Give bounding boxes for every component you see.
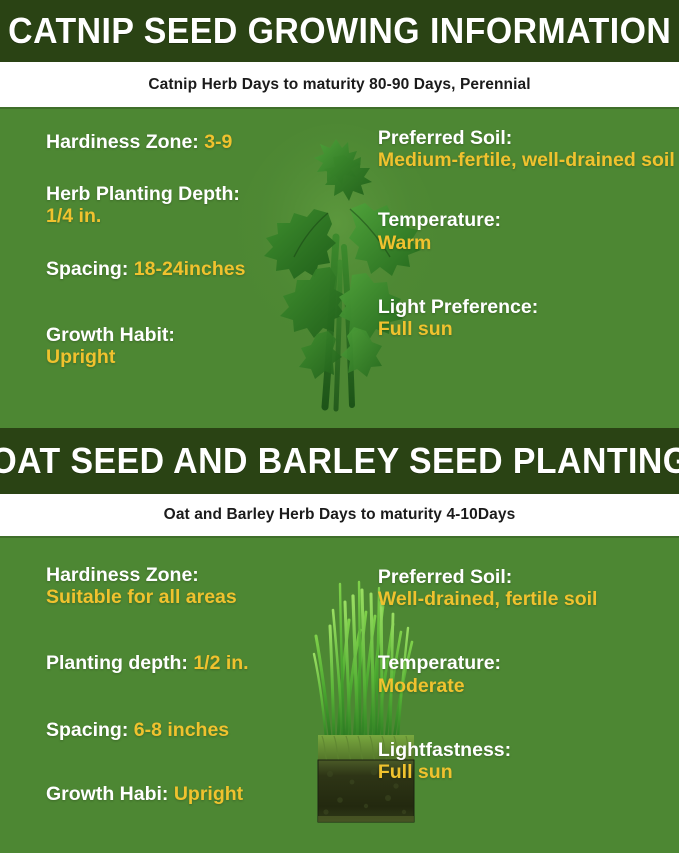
fact-columns-catnip: Hardiness Zone: 3-9 Herb Planting Depth:… bbox=[0, 109, 679, 428]
fact-label: Spacing: bbox=[46, 718, 129, 741]
fact-value: Moderate bbox=[377, 674, 465, 697]
fact-columns-oat-barley: Hardiness Zone: Suitable for all areas P… bbox=[0, 538, 679, 853]
fact-herb-planting-depth: Herb Planting Depth: 1/4 in. bbox=[46, 183, 360, 227]
divider-rule bbox=[0, 107, 679, 109]
fact-value: 6-8 inches bbox=[133, 718, 230, 741]
section-panel-catnip: Hardiness Zone: 3-9 Herb Planting Depth:… bbox=[0, 109, 679, 428]
fact-label: Preferred Soil: bbox=[377, 566, 513, 588]
fact-preferred-soil: Preferred Soil: Medium-fertile, well-dra… bbox=[378, 127, 679, 171]
fact-label: Lightfastness: bbox=[377, 738, 512, 761]
left-fact-column-oat-barley: Hardiness Zone: Suitable for all areas P… bbox=[0, 538, 360, 853]
section-panel-oat-barley: Hardiness Zone: Suitable for all areas P… bbox=[0, 538, 679, 853]
fact-hardiness-zone: Hardiness Zone: 3-9 bbox=[46, 131, 360, 153]
fact-value: Full sun bbox=[377, 318, 453, 341]
fact-value: Suitable for all areas bbox=[46, 586, 237, 609]
fact-temperature: Temperature: Warm bbox=[378, 209, 679, 253]
fact-planting-depth: Planting depth: 1/2 in. bbox=[46, 652, 360, 674]
fact-light-preference: Light Preference: Full sun bbox=[378, 296, 679, 340]
fact-label: Temperature: bbox=[377, 209, 502, 232]
fact-growth-habit: Growth Habit: Upright bbox=[46, 324, 360, 368]
fact-label: Hardiness Zone: bbox=[46, 564, 199, 586]
divider-rule bbox=[0, 536, 679, 538]
left-fact-column-catnip: Hardiness Zone: 3-9 Herb Planting Depth:… bbox=[0, 109, 360, 428]
fact-spacing: Spacing: 6-8 inches bbox=[46, 719, 360, 741]
right-fact-column-catnip: Preferred Soil: Medium-fertile, well-dra… bbox=[360, 109, 679, 428]
fact-value: 18-24inches bbox=[133, 257, 246, 280]
fact-value: 3-9 bbox=[204, 131, 233, 153]
fact-value: Upright bbox=[173, 782, 244, 805]
section-title-text: CATNIP SEED GROWING INFORMATION bbox=[7, 10, 672, 51]
section-title-banner-catnip: CATNIP SEED GROWING INFORMATION bbox=[0, 0, 679, 62]
fact-growth-habit: Growth Habi: Upright bbox=[46, 783, 360, 805]
fact-value: Warm bbox=[377, 231, 432, 254]
section-subtitle-oat-barley: Oat and Barley Herb Days to maturity 4-1… bbox=[0, 494, 679, 536]
fact-label: Hardiness Zone: bbox=[46, 131, 199, 153]
fact-label: Planting depth: bbox=[46, 652, 188, 675]
fact-value: 1/2 in. bbox=[193, 652, 249, 675]
fact-hardiness-zone: Hardiness Zone: Suitable for all areas bbox=[46, 564, 360, 608]
fact-value: Full sun bbox=[377, 761, 453, 784]
fact-value: Medium-fertile, well-drained soil bbox=[377, 149, 675, 172]
fact-label: Light Preference: bbox=[377, 295, 539, 318]
section-title-banner-oat-barley: OAT SEED AND BARLEY SEED PLANTING bbox=[0, 428, 679, 494]
fact-lightfastness: Lightfastness: Full sun bbox=[378, 739, 679, 783]
section-title-text: OAT SEED AND BARLEY SEED PLANTING bbox=[0, 440, 679, 481]
section-subtitle-text: Catnip Herb Days to maturity 80-90 Days,… bbox=[148, 75, 531, 93]
fact-label: Preferred Soil: bbox=[377, 127, 513, 149]
fact-label: Temperature: bbox=[377, 652, 502, 675]
fact-value: 1/4 in. bbox=[46, 205, 102, 228]
fact-label: Herb Planting Depth: bbox=[46, 183, 240, 206]
section-subtitle-text: Oat and Barley Herb Days to maturity 4-1… bbox=[163, 506, 516, 523]
fact-spacing: Spacing: 18-24inches bbox=[46, 258, 360, 280]
fact-label: Spacing: bbox=[46, 257, 129, 280]
right-fact-column-oat-barley: Preferred Soil: Well-drained, fertile so… bbox=[360, 538, 679, 853]
fact-preferred-soil: Preferred Soil: Well-drained, fertile so… bbox=[378, 566, 679, 610]
fact-label: Growth Habi: bbox=[46, 782, 169, 805]
fact-value: Upright bbox=[46, 346, 116, 369]
fact-value: Well-drained, fertile soil bbox=[377, 588, 598, 611]
fact-temperature: Temperature: Moderate bbox=[378, 652, 679, 696]
section-subtitle-catnip: Catnip Herb Days to maturity 80-90 Days,… bbox=[0, 62, 679, 107]
fact-label: Growth Habit: bbox=[46, 323, 175, 346]
